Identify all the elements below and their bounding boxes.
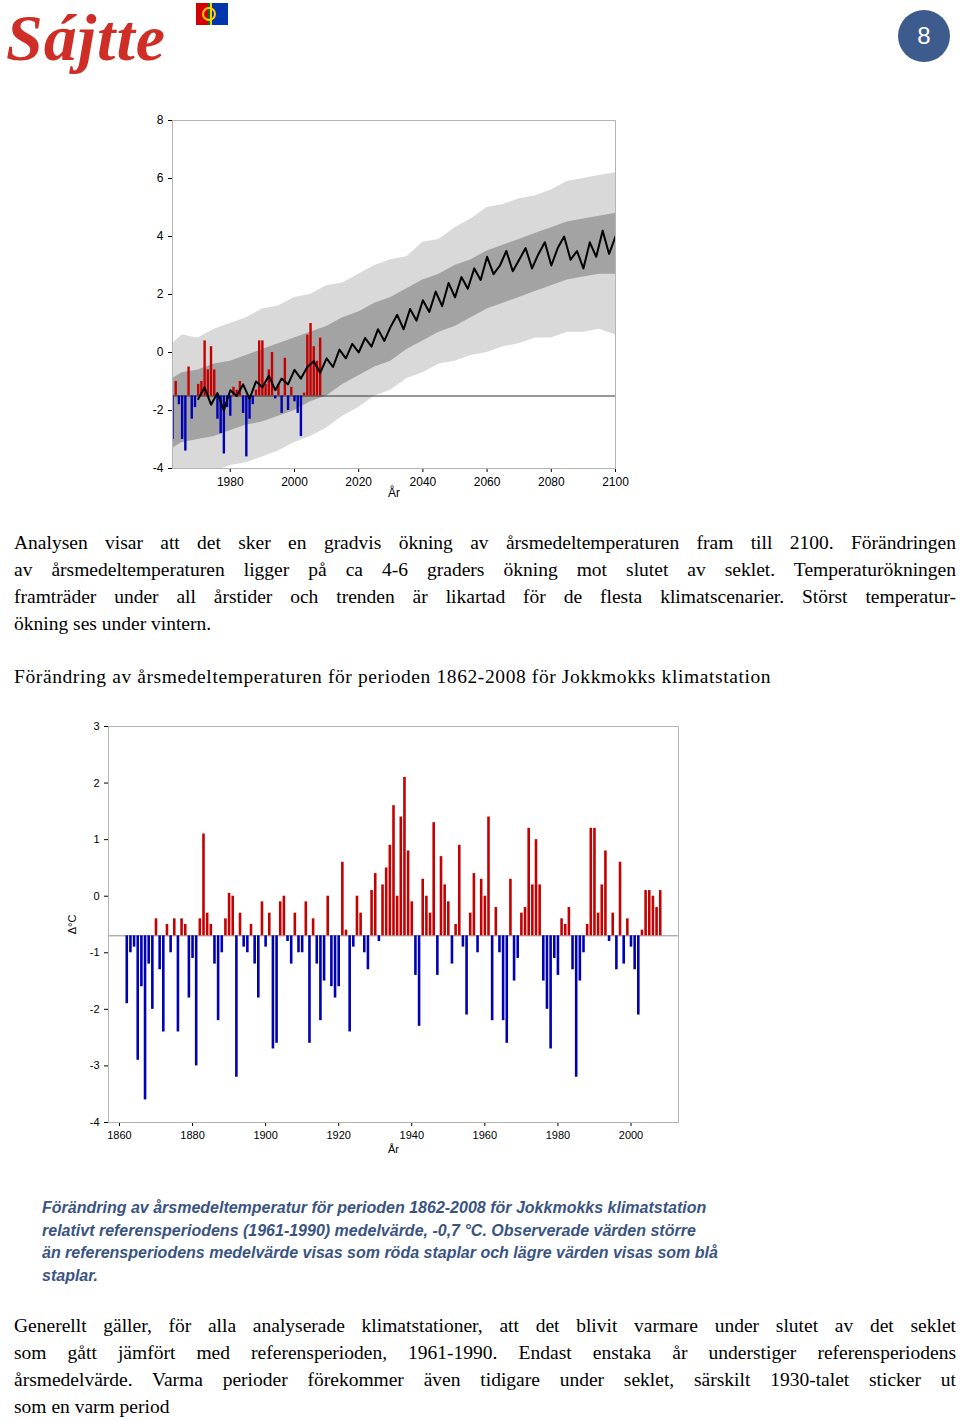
html-text:årsmedelvärde. Varma perioder: årsmedelvärde. Varma perioder förekommer…	[14, 1369, 956, 1390]
svg-text:2060: 2060	[474, 475, 501, 489]
svg-text:-4: -4	[90, 1116, 100, 1128]
svg-text:-2: -2	[153, 403, 164, 417]
html-text:ökning ses under vintern.: ökning ses under vintern.	[14, 613, 212, 634]
svg-text:1980: 1980	[546, 1129, 570, 1141]
svg-text:År: År	[388, 1143, 399, 1155]
svg-text:1880: 1880	[180, 1129, 204, 1141]
html-text:Sájtte: Sájtte	[6, 1, 166, 74]
svg-text:1: 1	[93, 833, 99, 845]
html-text:framträder under all årstider: framträder under all årstider och trende…	[14, 586, 956, 607]
html-text:Generellt gäller, för alla ana: Generellt gäller, för alla analyserade k…	[14, 1315, 956, 1336]
svg-text:2020: 2020	[345, 475, 372, 489]
html-text:8: 8	[917, 22, 931, 49]
svg-text:2: 2	[157, 287, 164, 301]
svg-text:-1: -1	[90, 946, 100, 958]
svg-text:1860: 1860	[107, 1129, 131, 1141]
svg-text:6: 6	[157, 171, 164, 185]
svg-text:2080: 2080	[538, 475, 565, 489]
svg-text:0: 0	[93, 890, 99, 902]
svg-text:0: 0	[157, 345, 164, 359]
svg-text:1980: 1980	[217, 475, 244, 489]
svg-text:4: 4	[157, 229, 164, 243]
svg-text:2000: 2000	[619, 1129, 643, 1141]
svg-text:2000: 2000	[281, 475, 308, 489]
svg-text:1920: 1920	[326, 1129, 350, 1141]
html-text:relativt referensperiodens (19: relativt referensperiodens (1961-1990) m…	[42, 1221, 696, 1239]
svg-text:3: 3	[93, 720, 99, 732]
svg-text:1900: 1900	[253, 1129, 277, 1141]
svg-text:-3: -3	[90, 1059, 100, 1071]
svg-text:8: 8	[157, 113, 164, 127]
html-text:Förändring av årsmedeltemperat: Förändring av årsmedeltemperaturen för p…	[14, 666, 772, 687]
svg-text:2100: 2100	[602, 475, 629, 489]
svg-text:-4: -4	[153, 461, 164, 475]
svg-text:1960: 1960	[473, 1129, 497, 1141]
svg-text:-2: -2	[90, 1003, 100, 1015]
html-text:som en varm period: som en varm period	[14, 1396, 170, 1417]
svg-text:1940: 1940	[400, 1129, 424, 1141]
html-text:av årsmedeltemperaturen ligger: av årsmedeltemperaturen ligger på ca 4-6…	[14, 559, 956, 580]
svg-text:2: 2	[93, 777, 99, 789]
svg-text:Δ°C: Δ°C	[66, 915, 78, 935]
html-text:Förändring av årsmedeltemperat: Förändring av årsmedeltemperatur för per…	[42, 1199, 707, 1216]
html-text:Analysen visar att det sker en: Analysen visar att det sker en gradvis ö…	[14, 532, 956, 553]
html-text:staplar.: staplar.	[42, 1266, 98, 1284]
html-text:som gått jämfört med referensp: som gått jämfört med referensperioden, 1…	[14, 1342, 956, 1363]
svg-text:2040: 2040	[410, 475, 437, 489]
html-text:än referensperiodens medelvärd: än referensperiodens medelvärde visas so…	[42, 1244, 718, 1261]
svg-text:År: År	[388, 485, 400, 500]
